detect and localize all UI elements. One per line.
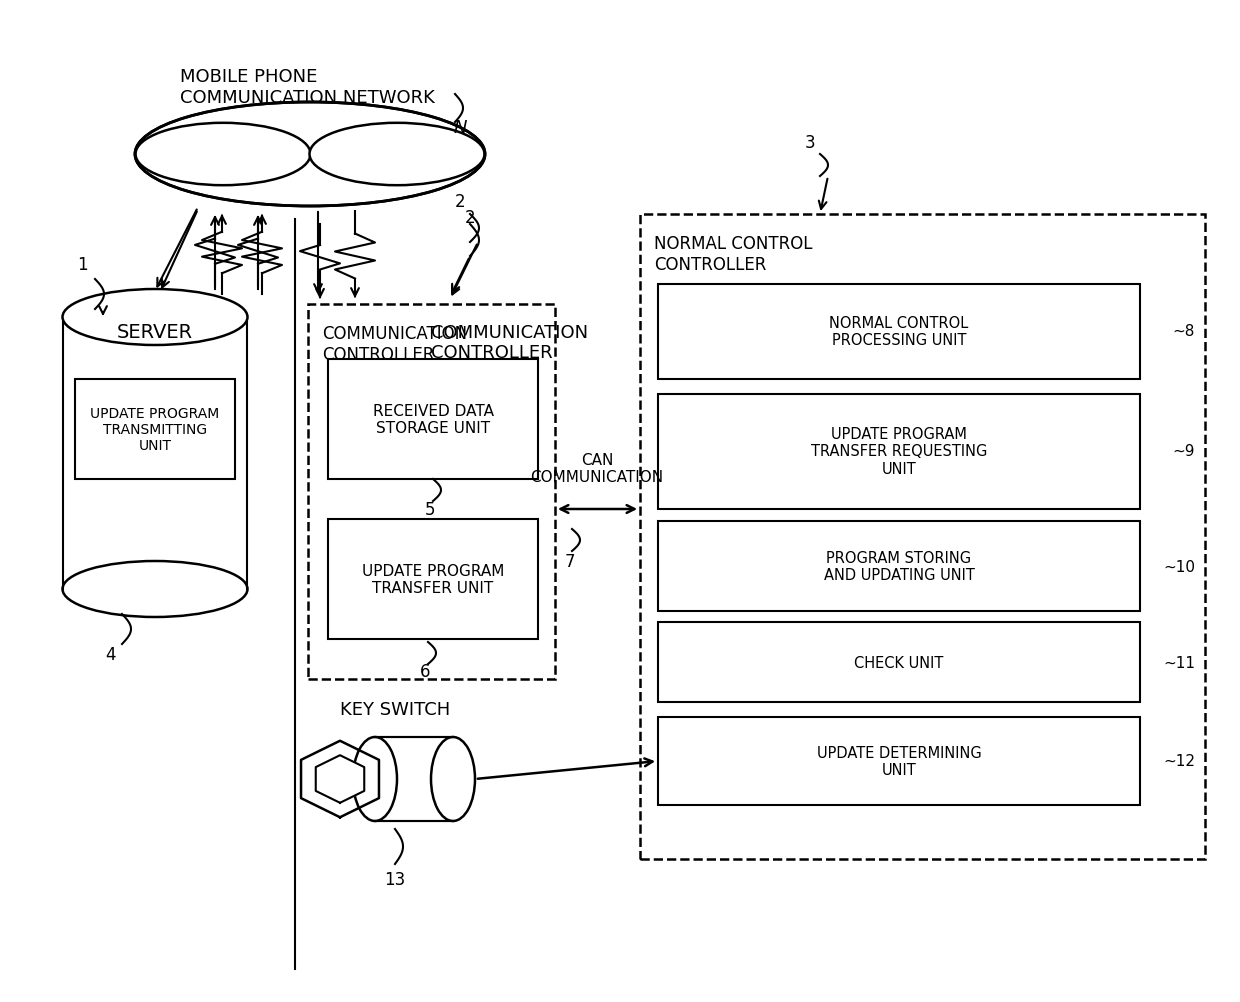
Text: 2: 2 (455, 192, 465, 210)
Text: COMMUNICATION
CONTROLLER: COMMUNICATION CONTROLLER (322, 325, 467, 364)
Bar (658, 521, 1140, 611)
Text: UPDATE PROGRAM
TRANSMITTING
UNIT: UPDATE PROGRAM TRANSMITTING UNIT (91, 407, 219, 453)
Ellipse shape (62, 290, 248, 346)
Text: ~10: ~10 (1163, 559, 1195, 574)
Ellipse shape (135, 103, 485, 206)
Text: NORMAL CONTROL
CONTROLLER: NORMAL CONTROL CONTROLLER (653, 234, 812, 274)
Text: KEY SWITCH: KEY SWITCH (340, 700, 450, 718)
Ellipse shape (310, 123, 485, 186)
Text: NORMAL CONTROL
PROCESSING UNIT: NORMAL CONTROL PROCESSING UNIT (830, 316, 968, 348)
Text: 7: 7 (564, 552, 575, 570)
Text: UPDATE DETERMINING
UNIT: UPDATE DETERMINING UNIT (817, 745, 981, 778)
Bar (658, 717, 1140, 806)
Text: 2: 2 (465, 208, 475, 226)
Text: UPDATE PROGRAM
TRANSFER UNIT: UPDATE PROGRAM TRANSFER UNIT (362, 563, 505, 595)
Text: 3: 3 (805, 134, 816, 152)
Text: MOBILE PHONE
COMMUNICATION NETWORK: MOBILE PHONE COMMUNICATION NETWORK (180, 68, 435, 106)
Text: 6: 6 (420, 662, 430, 680)
Bar (74, 380, 236, 480)
Text: PROGRAM STORING
AND UPDATING UNIT: PROGRAM STORING AND UPDATING UNIT (823, 550, 975, 582)
Bar (658, 285, 1140, 380)
Text: ~11: ~11 (1163, 655, 1195, 669)
Bar (374, 737, 453, 822)
Polygon shape (316, 756, 365, 803)
Text: ~8: ~8 (1173, 325, 1195, 339)
Text: 4: 4 (104, 645, 115, 663)
Text: 1: 1 (77, 256, 87, 274)
Polygon shape (301, 741, 379, 818)
Ellipse shape (135, 123, 310, 186)
Text: COMMUNICATION
CONTROLLER: COMMUNICATION CONTROLLER (432, 324, 588, 362)
Bar (658, 395, 1140, 509)
Bar (329, 519, 538, 639)
Text: 5: 5 (425, 501, 435, 518)
Bar (658, 622, 1140, 702)
Text: UPDATE PROGRAM
TRANSFER REQUESTING
UNIT: UPDATE PROGRAM TRANSFER REQUESTING UNIT (811, 427, 987, 476)
Text: ~9: ~9 (1173, 444, 1195, 459)
Text: ~12: ~12 (1163, 754, 1195, 769)
Ellipse shape (432, 737, 475, 822)
Text: 13: 13 (384, 870, 405, 888)
Bar (640, 214, 1205, 859)
Text: N: N (454, 119, 466, 137)
Bar (308, 305, 556, 679)
Text: SERVER: SERVER (117, 323, 193, 342)
Text: RECEIVED DATA
STORAGE UNIT: RECEIVED DATA STORAGE UNIT (372, 404, 494, 436)
Bar (329, 360, 538, 480)
Text: CHECK UNIT: CHECK UNIT (854, 655, 944, 669)
Ellipse shape (62, 561, 248, 617)
Text: CAN
COMMUNICATION: CAN COMMUNICATION (531, 452, 663, 485)
Ellipse shape (353, 737, 397, 822)
